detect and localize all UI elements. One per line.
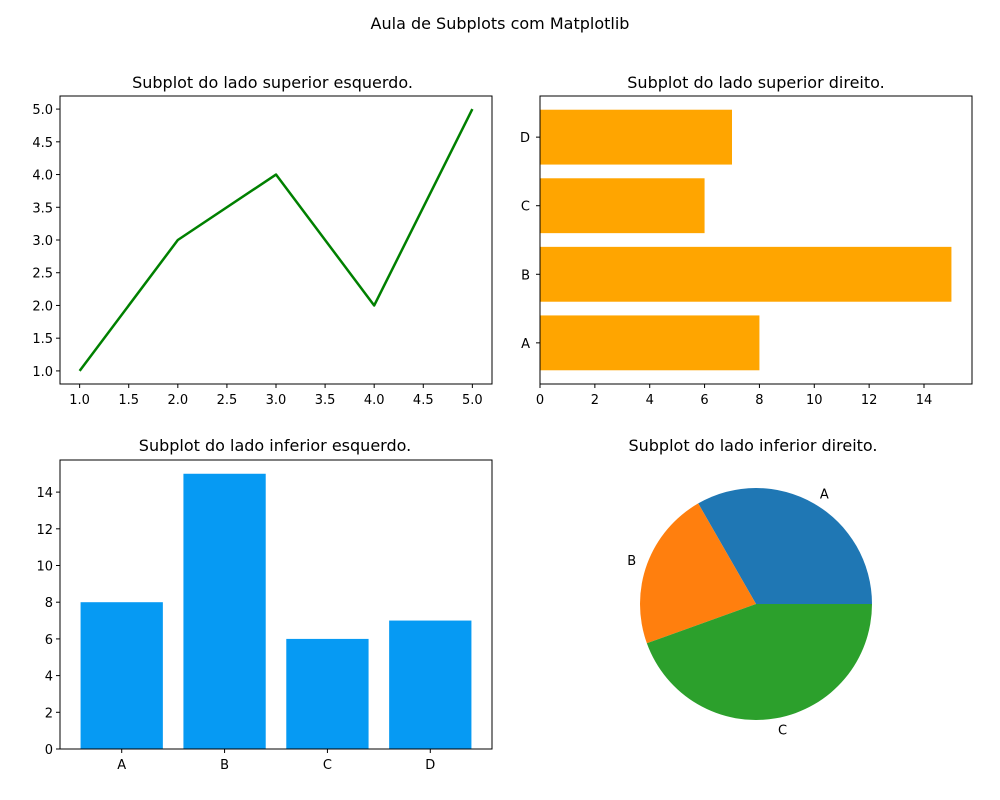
x-tick-label: 5.0 bbox=[462, 393, 483, 408]
y-tick-label: 4 bbox=[45, 670, 53, 685]
vbar-c bbox=[286, 638, 369, 749]
y-tick-label: 3.0 bbox=[32, 234, 53, 249]
x-tick-label: 4.0 bbox=[364, 393, 385, 408]
pie-label: B bbox=[627, 554, 636, 569]
x-tick-label: 6 bbox=[700, 393, 708, 408]
x-tick-label: 4 bbox=[646, 393, 654, 408]
x-tick-label: 1.5 bbox=[118, 393, 139, 408]
x-tick-label: 2 bbox=[591, 393, 599, 408]
y-tick-label: 0 bbox=[45, 743, 53, 758]
y-tick-label: C bbox=[521, 200, 530, 215]
x-tick-label: 3.5 bbox=[315, 393, 336, 408]
x-tick-label: 4.5 bbox=[413, 393, 434, 408]
figure-suptitle: Aula de Subplots com Matplotlib bbox=[371, 14, 630, 33]
y-tick-label: 4.5 bbox=[32, 136, 53, 151]
hbar-a bbox=[540, 315, 760, 371]
y-tick-label: 14 bbox=[36, 486, 53, 501]
vbar-a bbox=[80, 602, 163, 749]
hbar-d bbox=[540, 109, 732, 165]
y-tick-label: 2.0 bbox=[32, 299, 53, 314]
x-tick-label: 3.0 bbox=[266, 393, 287, 408]
y-tick-label: 6 bbox=[45, 633, 53, 648]
pie-slice-a bbox=[698, 488, 872, 604]
y-tick-label: 1.0 bbox=[32, 365, 53, 380]
x-tick-label: C bbox=[323, 758, 332, 773]
x-tick-label: 2.0 bbox=[167, 393, 188, 408]
y-tick-label: 3.5 bbox=[32, 201, 53, 216]
y-tick-label: 1.5 bbox=[32, 332, 53, 347]
line-chart-title: Subplot do lado superior esquerdo. bbox=[132, 73, 413, 92]
y-tick-label: 2 bbox=[45, 706, 53, 721]
y-tick-label: 4.0 bbox=[32, 169, 53, 184]
hbar-chart-top-right: Subplot do lado superior direito. A B C D 0 2… bbox=[520, 73, 973, 408]
vbar-b bbox=[183, 473, 266, 749]
pie-chart-bottom-right: Subplot do lado inferior direito. A B C bbox=[627, 436, 877, 739]
x-tick-label: 0 bbox=[536, 393, 544, 408]
pie-slice-c bbox=[646, 604, 872, 721]
vbar-chart-frame bbox=[59, 459, 493, 750]
pie-label: A bbox=[820, 488, 829, 503]
y-tick-label: D bbox=[520, 131, 530, 146]
x-tick-label: 1.0 bbox=[69, 393, 90, 408]
hbar-chart-title: Subplot do lado superior direito. bbox=[627, 73, 884, 92]
x-tick-label: D bbox=[425, 758, 435, 773]
y-tick-label: A bbox=[521, 337, 530, 352]
y-tick-label: 2.5 bbox=[32, 267, 53, 282]
x-tick-label: 8 bbox=[755, 393, 763, 408]
y-tick-label: 8 bbox=[45, 596, 53, 611]
x-tick-label: B bbox=[220, 758, 229, 773]
x-tick-label: 12 bbox=[861, 393, 878, 408]
y-tick-label: 5.0 bbox=[32, 103, 53, 118]
pie-chart-title: Subplot do lado inferior direito. bbox=[628, 436, 877, 455]
y-tick-label: 10 bbox=[36, 560, 53, 575]
pie-slice-b bbox=[640, 503, 756, 644]
pie-label: C bbox=[778, 724, 787, 739]
x-tick-label: A bbox=[117, 758, 126, 773]
line-chart-top-left: Subplot do lado superior esquerdo. 1.0 1.… bbox=[32, 73, 493, 408]
vbar-chart-bottom-left: Subplot do lado inferior esquerdo. A B C D 0… bbox=[36, 436, 493, 773]
x-tick-label: 10 bbox=[806, 393, 823, 408]
hbar-chart-frame bbox=[539, 95, 973, 385]
hbar-c bbox=[540, 178, 705, 234]
y-tick-label: B bbox=[521, 268, 530, 283]
y-tick-label: 12 bbox=[36, 523, 53, 538]
x-tick-label: 2.5 bbox=[217, 393, 238, 408]
x-tick-label: 14 bbox=[916, 393, 933, 408]
vbar-d bbox=[389, 620, 472, 749]
vbar-chart-title: Subplot do lado inferior esquerdo. bbox=[139, 436, 411, 455]
hbar-b bbox=[540, 246, 952, 302]
line-chart-frame bbox=[59, 95, 493, 385]
